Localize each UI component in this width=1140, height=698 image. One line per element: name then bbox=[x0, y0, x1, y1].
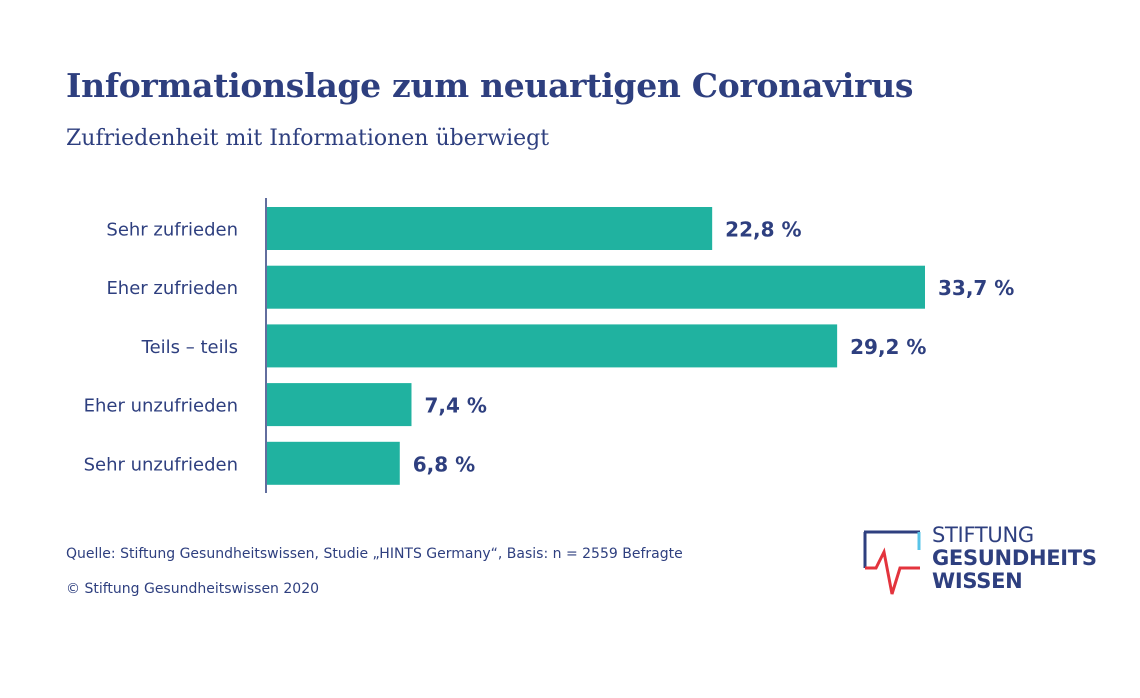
logo-line-1: STIFTUNG bbox=[932, 523, 1034, 547]
category-label: Eher zufrieden bbox=[106, 278, 238, 299]
bars-group: Sehr zufrieden 22,8 % Eher zufrieden 33,7 %… bbox=[84, 207, 1014, 485]
category-label: Sehr zufrieden bbox=[106, 220, 238, 241]
chart-title: Informationslage zum neuartigen Coronavi… bbox=[66, 66, 914, 105]
value-label: 22,8 % bbox=[725, 218, 801, 242]
value-label: 7,4 % bbox=[424, 394, 486, 418]
chart-subtitle: Zufriedenheit mit Informationen überwieg… bbox=[66, 126, 550, 151]
copyright-note: © Stiftung Gesundheitswissen 2020 bbox=[66, 581, 320, 597]
logo-line-2: GESUNDHEITS bbox=[932, 546, 1097, 570]
category-label: Sehr unzufrieden bbox=[84, 454, 238, 475]
bar bbox=[267, 324, 838, 368]
category-label: Eher unzufrieden bbox=[84, 396, 238, 417]
logo-wordmark: STIFTUNG GESUNDHEITS WISSEN bbox=[932, 524, 1097, 593]
logo-line-3: WISSEN bbox=[932, 569, 1023, 593]
bar bbox=[267, 207, 713, 250]
value-label: 29,2 % bbox=[850, 335, 926, 359]
bar bbox=[267, 265, 925, 309]
value-label: 33,7 % bbox=[938, 276, 1014, 300]
foundation-logo: STIFTUNG GESUNDHEITS WISSEN bbox=[862, 524, 1102, 604]
category-label: Teils – teils bbox=[141, 337, 238, 358]
bar bbox=[267, 383, 412, 427]
bar bbox=[267, 441, 400, 485]
source-note: Quelle: Stiftung Gesundheitswissen, Stud… bbox=[66, 546, 683, 562]
bar-chart: Sehr zufrieden 22,8 % Eher zufrieden 33,7 %… bbox=[84, 198, 1014, 493]
heartbeat-logo-icon bbox=[863, 530, 921, 595]
value-label: 6,8 % bbox=[413, 452, 475, 476]
